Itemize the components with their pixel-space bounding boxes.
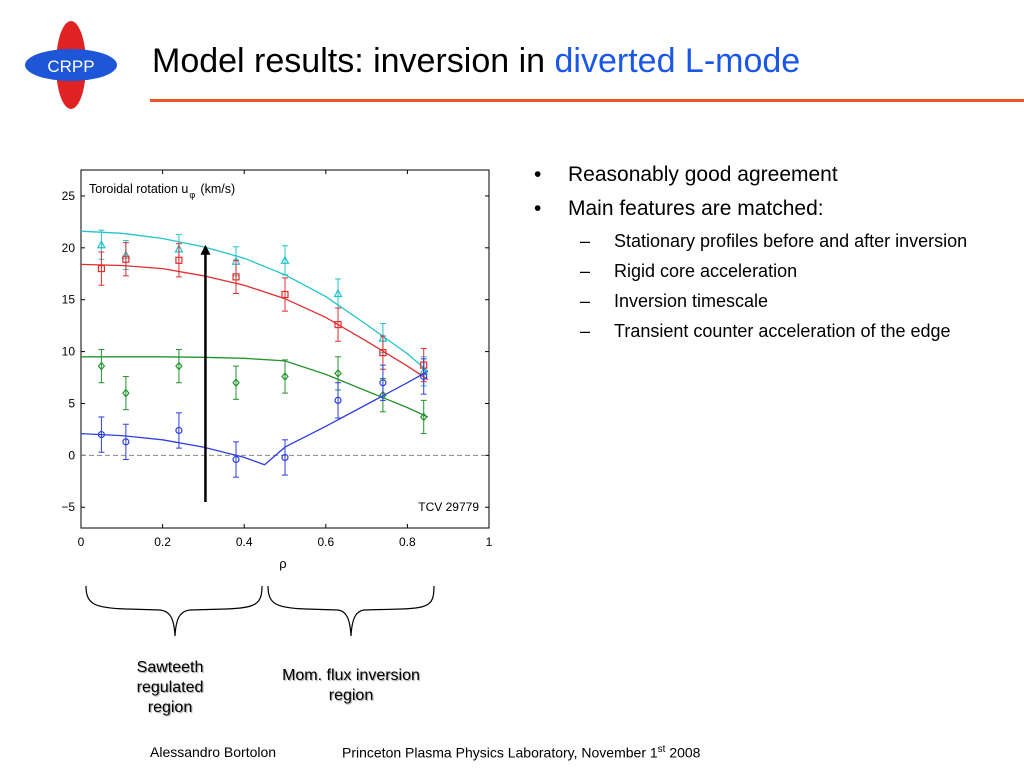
data-point-circle [175,426,183,435]
bullet-list: • Reasonably good agreement • Main feature… [534,162,974,350]
data-point-diamond [97,361,106,371]
sub-bullet-text: Inversion timescale [614,291,769,311]
inversion-region-label: Mom. flux inversion region [256,666,446,706]
rotation-chart: 0 0.2 0.4 0.6 0.8 1 −5 0 5 10 15 20 25 ρ Toroidal rota… [40,158,500,578]
footer-event: Princeton Plasma Physics Laboratory, Nov… [342,744,700,761]
region-braces [85,585,435,637]
sub-bullet-marker: – [580,291,591,311]
chart-title-subscript: φ [189,190,195,200]
model-curve [80,230,429,372]
chart-title: Toroidal rotation u [89,182,188,196]
data-point-triangle [333,288,343,298]
data-point-square [122,255,130,263]
data-point-circle [97,431,106,439]
footer-event-text: Princeton Plasma Physics Laboratory, Nov… [342,744,658,761]
data-point-square [281,290,289,299]
data-point-circle [334,396,342,404]
data-point-triangle [280,255,290,264]
y-tick-label: 10 [62,345,76,359]
data-point-diamond [122,388,130,398]
sub-bullet-marker: – [580,321,591,341]
sub-bullet-text: Stationary profiles before and after inv… [614,231,968,251]
bullet-item: • Main features are matched: [534,196,974,222]
data-point-diamond [175,361,183,371]
footer-author: Alessandro Bortolon [150,744,277,760]
model-curve [81,356,429,418]
data-point-circle [122,438,130,446]
footer-superscript: st [657,744,666,755]
slide-title-main: Model results: inversion in [152,42,555,80]
model-curve [80,263,429,381]
sub-bullet-item: – Stationary profiles before and after in… [534,230,974,252]
sub-bullet-text: Rigid core acceleration [614,261,798,281]
y-tick-label: 20 [62,241,76,255]
sub-bullet-item: – Inversion timescale [534,290,974,312]
left-brace [85,585,263,637]
bullet-marker: • [534,197,542,220]
y-tick-label: 25 [62,189,76,203]
y-tick-label: −5 [61,500,75,514]
chart-title-unit: (km/s) [200,182,235,196]
data-point-square [379,349,387,357]
x-tick-label: 0.8 [399,535,416,549]
title-underline [150,99,1024,102]
sawteeth-line2: regulated [136,679,204,696]
data-point-circle [232,455,240,464]
sub-bullet-marker: – [580,231,591,251]
data-point-square [232,273,240,281]
y-tick-label: 0 [68,448,75,462]
sub-bullet-marker: – [580,261,591,281]
sawteeth-region-label: Sawteeth regulated region [118,658,222,718]
x-tick-label: 0.2 [154,535,171,549]
slide-title: Model results: inversion in diverted L-m… [152,42,800,81]
data-point-diamond [232,378,240,388]
data-point-square [175,256,183,264]
chart-svg: 0 0.2 0.4 0.6 0.8 1 −5 0 5 10 15 20 25 ρ Toroidal rota… [61,169,493,571]
data-point-diamond [334,368,342,378]
model-curve [80,370,429,466]
x-axis-label: ρ [279,556,286,571]
crpp-logo: CRPP [25,21,117,109]
bullet-text: Reasonably good agreement [568,163,838,186]
inversion-arrow-head [200,244,211,255]
data-point-diamond [419,412,428,422]
data-point-circle [281,453,289,462]
shot-annotation: TCV 29779 [418,500,479,514]
sub-bullet-text: Transient counter acceleration of the ed… [614,321,951,341]
footer-year: 2008 [665,744,701,761]
data-point-circle [420,372,428,381]
data-point-square [334,321,342,329]
sawteeth-line3: region [147,699,193,716]
bullet-marker: • [534,163,542,186]
slide-title-accent: diverted L-mode [554,42,801,80]
x-tick-label: 1 [486,535,493,549]
sawteeth-line1: Sawteeth [136,659,204,676]
data-point-circle [379,379,387,387]
data-point-square [97,264,106,273]
sub-bullet-item: – Transient counter acceleration of the e… [534,320,974,342]
y-tick-label: 5 [68,396,75,410]
bullet-item: • Reasonably good agreement [534,162,974,188]
logo-blue-ellipse [25,49,117,81]
data-point-diamond [281,372,289,381]
x-tick-label: 0.6 [317,535,334,549]
x-tick-label: 0 [78,535,85,549]
sub-bullet-item: – Rigid core acceleration [534,260,974,282]
y-tick-label: 15 [62,293,76,307]
data-point-triangle [96,239,106,249]
x-tick-label: 0.4 [236,535,253,549]
logo-text: CRPP [47,57,94,76]
bullet-text: Main features are matched: [568,197,824,220]
inversion-line1: Mom. flux inversion [282,667,420,684]
right-brace [267,585,435,637]
inversion-line2: region [328,687,374,704]
